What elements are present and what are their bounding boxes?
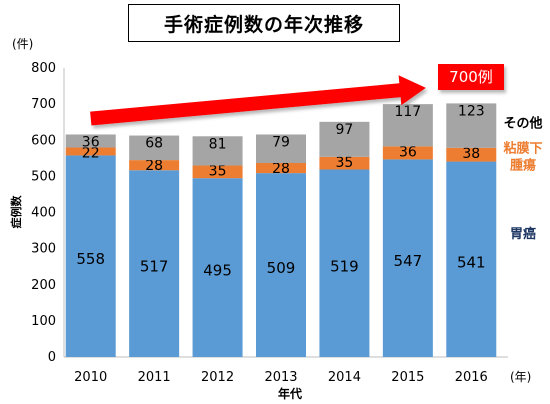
data-label: 38 xyxy=(462,146,480,162)
x-tick-label: 2010 xyxy=(74,370,107,385)
data-label: 35 xyxy=(336,155,354,171)
x-tick-label: 2012 xyxy=(201,370,234,385)
data-label: 35 xyxy=(209,164,227,180)
chart-title: 手術症例数の年次推移 xyxy=(128,4,400,42)
bar-segment xyxy=(129,135,180,161)
data-label: 36 xyxy=(82,134,100,150)
bar-segment xyxy=(129,170,180,357)
y-tick-label: 500 xyxy=(31,169,56,184)
annotation-text: 700例 xyxy=(449,68,493,86)
data-label: 28 xyxy=(272,161,290,177)
data-label: 509 xyxy=(267,259,296,277)
bar-segment xyxy=(65,155,116,357)
data-label: 36 xyxy=(399,144,417,160)
bar-segment xyxy=(256,134,306,164)
bar-segment xyxy=(65,147,116,156)
data-label: 558 xyxy=(76,250,105,268)
trend-arrow xyxy=(90,75,426,126)
legend-label: 胃癌 xyxy=(510,226,536,242)
y-tick-label: 400 xyxy=(31,206,56,221)
y-tick-label: 600 xyxy=(31,133,56,148)
data-label: 541 xyxy=(457,253,486,271)
bar-segment xyxy=(192,136,243,166)
data-label: 68 xyxy=(145,136,163,152)
bar-segment xyxy=(256,173,306,357)
bar-segment xyxy=(446,147,497,162)
y-tick-label: 100 xyxy=(31,314,56,329)
y-axis-label: 症例数 xyxy=(9,195,23,229)
bar-segment xyxy=(65,134,116,148)
y-tick-label: 800 xyxy=(31,61,56,76)
bar-segment xyxy=(192,178,243,357)
data-label: 517 xyxy=(140,258,169,276)
x-tick-label: 2013 xyxy=(264,370,297,385)
data-label: 547 xyxy=(394,252,423,270)
x-axis-label: 年代 xyxy=(278,386,302,401)
x-tick-label: 2011 xyxy=(138,370,171,385)
y-tick-label: 200 xyxy=(31,278,56,293)
bar-segment xyxy=(319,169,370,357)
bar-segment xyxy=(446,103,497,148)
data-label: 79 xyxy=(272,134,290,150)
data-label: 28 xyxy=(145,158,163,174)
data-label: 81 xyxy=(209,136,227,152)
bar-segment xyxy=(446,161,497,357)
legend-label: その他 xyxy=(503,115,542,131)
legend-label: 腫瘍 xyxy=(510,158,536,174)
bar-segment xyxy=(382,159,433,357)
annotation-box xyxy=(438,64,504,90)
bar-segment xyxy=(256,163,306,174)
y-unit-label: (件) xyxy=(12,37,33,51)
data-label: 519 xyxy=(330,257,359,275)
x-tick-label: 2016 xyxy=(455,370,488,385)
x-tick-label: 2014 xyxy=(328,370,361,385)
x-unit-label: (年) xyxy=(510,370,531,384)
y-tick-label: 0 xyxy=(48,350,56,365)
bar-segment xyxy=(382,104,433,147)
bar-segment xyxy=(319,121,370,157)
data-label: 117 xyxy=(394,104,421,120)
bar-segment xyxy=(319,156,370,170)
bar-segment xyxy=(382,146,433,160)
y-tick-label: 300 xyxy=(31,242,56,257)
data-label: 495 xyxy=(203,262,232,280)
bar-segment xyxy=(129,160,180,171)
data-label: 123 xyxy=(458,103,485,119)
bar-segment xyxy=(192,165,243,179)
data-label: 22 xyxy=(82,145,100,161)
y-tick-label: 700 xyxy=(31,97,56,112)
legend-label: 粘膜下 xyxy=(502,141,542,157)
x-tick-label: 2015 xyxy=(391,370,424,385)
data-label: 97 xyxy=(336,122,354,138)
